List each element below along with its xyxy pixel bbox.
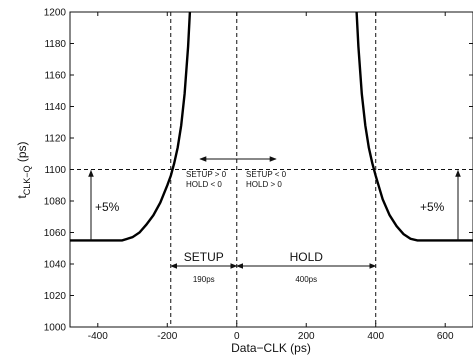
y-axis-label-unit: (ps) [15, 141, 29, 165]
y-tick-label: 1200 [44, 8, 67, 19]
plus5-right-label: +5% [420, 200, 445, 214]
reference-line-group [70, 12, 473, 327]
y-tick-label: 1120 [44, 134, 66, 145]
y-tick-label: 1100 [44, 165, 66, 176]
left-region-text-2: HOLD < 0 [186, 180, 222, 189]
y-tick-label: 1000 [44, 323, 67, 334]
series-line [70, 11, 192, 242]
right-region-text-2: HOLD > 0 [246, 180, 282, 189]
x-tick-label: 200 [298, 331, 315, 342]
y-tick-label: 1060 [44, 228, 67, 239]
y-axis-label: tCLK−Q (ps) [15, 141, 32, 198]
y-axis-label-main: t [15, 195, 29, 199]
hold-label: HOLD [290, 250, 324, 264]
x-tick-label: 0 [234, 331, 240, 342]
x-tick-label: 400 [367, 331, 384, 342]
hold-width-value: 400ps [295, 275, 317, 284]
y-tick-label: 1180 [44, 39, 66, 50]
left-region-text-1: SETUP > 0 [186, 170, 227, 179]
series-group [70, 11, 473, 242]
right-region-text-1: SETUP < 0 [246, 170, 287, 179]
x-tick-label: 600 [437, 331, 454, 342]
setup-label: SETUP [184, 250, 224, 264]
x-tick-label: -400 [88, 331, 108, 342]
tick-group: 1000 1020 1040 1060 1080 1100 1120 1140 1160 1180… [44, 8, 473, 342]
y-tick-label: 1140 [44, 102, 66, 113]
y-tick-label: 1040 [44, 260, 67, 271]
plus5-left-label: +5% [95, 200, 120, 214]
x-tick-label: -200 [157, 331, 177, 342]
y-tick-label: 1080 [44, 197, 67, 208]
series-line [355, 11, 473, 242]
y-axis-label-sub: CLK−Q [22, 165, 32, 195]
y-tick-label: 1160 [44, 71, 66, 82]
setup-width-value: 190ps [193, 275, 215, 284]
y-tick-label: 1020 [44, 291, 67, 302]
x-axis-label: Data−CLK (ps) [231, 341, 311, 355]
